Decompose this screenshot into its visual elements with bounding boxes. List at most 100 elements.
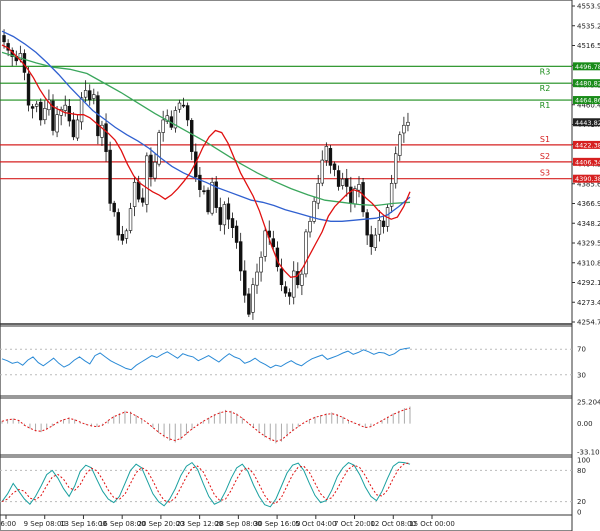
- candle-body: [292, 270, 296, 298]
- candle-body: [324, 146, 329, 161]
- candle-body: [222, 204, 227, 226]
- candle-body: [230, 218, 235, 228]
- candle-body: [226, 203, 231, 220]
- resistance-price-tag-bg: [573, 79, 600, 88]
- y-tick-label: 4516.50: [577, 42, 600, 50]
- x-tick-label: 23 Sep 12:00: [176, 520, 223, 528]
- candle-body: [79, 97, 84, 123]
- rsi-line: [1, 347, 411, 371]
- rsi-tick-label: 70: [577, 346, 586, 354]
- candle-body: [287, 292, 292, 297]
- y-tick-label: 4292.10: [577, 279, 600, 287]
- candle-body: [304, 231, 308, 275]
- candle-body: [300, 273, 304, 286]
- candle-body: [361, 182, 365, 213]
- candle-body: [283, 286, 288, 294]
- x-tick-label: 16 Sep 08:00: [99, 520, 146, 528]
- x-tick-label: 5 Oct 04:00: [295, 520, 336, 528]
- candle-body: [30, 106, 35, 109]
- candle-body: [59, 109, 63, 116]
- candle-body: [218, 207, 222, 225]
- y-tick-label: 4310.80: [577, 259, 600, 267]
- candle-body: [271, 238, 276, 247]
- candle-body: [279, 268, 284, 286]
- candle-body: [365, 212, 369, 236]
- candle-body: [402, 124, 406, 134]
- x-tick-label: 15 Oct 00:00: [409, 520, 455, 528]
- oscillator-tick-label: -33.105: [577, 449, 600, 457]
- candle-body: [406, 121, 410, 126]
- stochastic-d-line: [1, 462, 411, 505]
- candle-body: [373, 234, 378, 248]
- y-tick-label: 4348.20: [577, 220, 600, 228]
- candle-body: [141, 197, 145, 203]
- oscillator-tick-label: 0.00: [577, 420, 593, 428]
- resistance-price-tag-bg: [573, 62, 600, 71]
- resistance-price-tag: 4496.78: [575, 63, 600, 71]
- candle-body: [340, 178, 345, 186]
- candle-body: [198, 174, 202, 190]
- candle-body: [234, 225, 239, 243]
- candle-body: [165, 115, 169, 122]
- x-tick-label: 30 Sep 16:00: [254, 520, 301, 528]
- resistance-name-label: R3: [540, 67, 551, 76]
- y-tick-label: 4366.90: [577, 200, 600, 208]
- candle-body: [132, 181, 137, 207]
- y-tick-label: 4460.40: [577, 101, 600, 109]
- stochastic-k-line: [1, 461, 411, 508]
- candle-body: [328, 148, 333, 166]
- candle-body: [173, 110, 178, 129]
- candle-body: [312, 200, 316, 222]
- oscillator-tick-label: 25.204: [577, 399, 600, 407]
- candle-body: [263, 230, 267, 257]
- candle-body: [128, 208, 133, 231]
- candle-body: [26, 73, 31, 106]
- x-tick-label: 16:00: [0, 520, 16, 528]
- moving-average-fast-line: [1, 44, 411, 278]
- stochastic-tick-label: 100: [577, 457, 590, 465]
- x-tick-label: 9 Sep 08:00: [24, 520, 66, 528]
- support-price-tag: 4406.34: [575, 158, 600, 166]
- y-tick-label: 4553.90: [577, 3, 600, 11]
- candle-body: [389, 183, 394, 207]
- candle-body: [202, 190, 206, 193]
- candle-body: [316, 183, 320, 204]
- candle-body: [243, 270, 247, 296]
- resistance-name-label: R1: [540, 101, 551, 110]
- x-tick-label: 28 Sep 08:00: [215, 520, 262, 528]
- candle-body: [349, 186, 353, 204]
- x-tick-label: 12 Oct 08:00: [370, 520, 416, 528]
- resistance-name-label: R2: [540, 84, 551, 93]
- candle-body: [206, 189, 210, 213]
- candle-body: [63, 104, 67, 111]
- candle-body: [181, 104, 186, 107]
- candle-body: [251, 284, 255, 313]
- candle-body: [124, 230, 129, 239]
- candle-body: [55, 114, 59, 133]
- candle-body: [51, 100, 55, 131]
- candle-body: [83, 90, 88, 98]
- rsi-tick-label: 30: [577, 371, 586, 379]
- support-name-label: S1: [540, 135, 550, 144]
- candle-body: [214, 181, 218, 208]
- resistance-price-tag-bg: [573, 96, 600, 105]
- candle-body: [320, 159, 324, 184]
- last-price-tag: 4443.82: [575, 119, 600, 127]
- candle-body: [259, 256, 263, 273]
- candle-body: [136, 181, 141, 200]
- candle-body: [238, 241, 243, 272]
- candle-body: [112, 202, 116, 213]
- support-name-label: S2: [540, 152, 550, 161]
- x-tick-label: 7 Oct 20:00: [334, 520, 375, 528]
- y-tick-label: 4535.20: [577, 22, 600, 30]
- candle-body: [71, 119, 76, 138]
- candle-body: [296, 271, 300, 286]
- candle-body: [145, 155, 149, 205]
- candle-body: [161, 119, 165, 133]
- candle-body: [381, 220, 386, 227]
- candle-body: [120, 233, 125, 241]
- support-price-tag-bg: [573, 157, 600, 166]
- candle-body: [116, 212, 120, 236]
- candle-body: [100, 124, 104, 138]
